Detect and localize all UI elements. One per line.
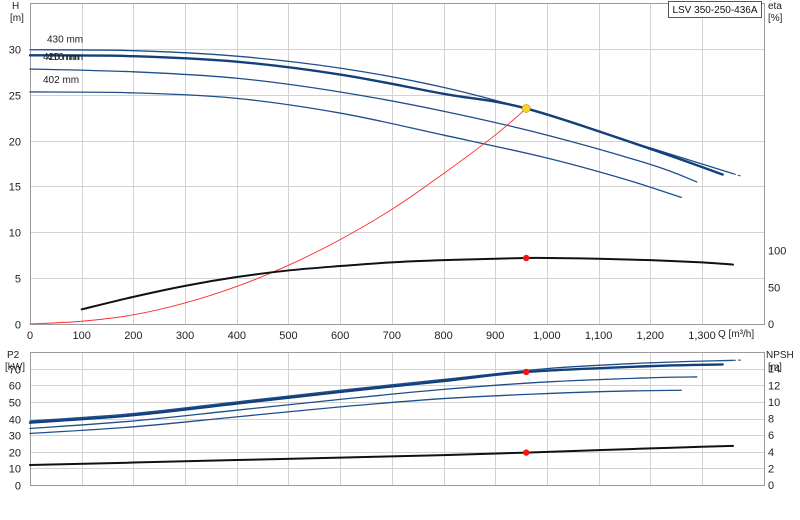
pump-label-box [668, 1, 762, 18]
x-tick-label: 1,300 [688, 330, 716, 342]
eta-axis-label: eta [768, 1, 782, 12]
top-left-tick-label: 30 [9, 45, 21, 57]
duty-point-efficiency [523, 254, 530, 262]
bottom-right-tick-label: 8 [768, 414, 774, 426]
bottom-right-tick-label: 10 [768, 397, 780, 409]
x-tick-label: 400 [228, 330, 246, 342]
bottom-curve-line [29, 389, 682, 435]
duty-point-npsh [523, 449, 530, 456]
bottom-left-tick-label: 0 [15, 481, 21, 493]
bottom-left-tick-label: 20 [9, 448, 21, 460]
top-left-tick-label: 20 [9, 137, 21, 149]
pump-label: LSV 350-250-436A [672, 5, 757, 16]
x-tick-label: 1,100 [585, 330, 613, 342]
bottom-left-tick-label: 60 [9, 381, 21, 393]
bottom-left-tick-label: 50 [9, 398, 21, 410]
top-system-line [29, 108, 527, 325]
bottom-left-tick-label: 30 [9, 431, 21, 443]
top-curve-line [29, 49, 734, 175]
top-plot-frame [30, 3, 765, 325]
bottom-curve-line [28, 363, 724, 424]
x-tick-label: 900 [486, 330, 504, 342]
x-tick-label: 1,200 [637, 330, 665, 342]
top-left-tick-label: 25 [9, 91, 21, 103]
duty-point-head [521, 104, 531, 113]
x-tick-label: 800 [434, 330, 452, 342]
top-left-tick-label: 15 [9, 182, 21, 194]
top-curve-line [28, 54, 724, 176]
x-tick-label: 500 [279, 330, 297, 342]
h-axis-label: H [12, 1, 19, 12]
top-right-tick-label: 0 [768, 319, 774, 331]
x-tick-label: 200 [124, 330, 142, 342]
bottom-right-tick-label: 6 [768, 430, 774, 442]
impeller-size-label: 402 mm [43, 75, 79, 86]
bottom-right-tick-label: 2 [768, 463, 774, 475]
x-tick-label: 600 [331, 330, 349, 342]
top-curve-line [29, 68, 698, 183]
top-left-tick-label: 0 [15, 320, 21, 332]
bottom-grid [30, 352, 765, 486]
bottom-left-tick-label: 40 [9, 415, 21, 427]
eta-axis-unit: [%] [768, 13, 783, 24]
x-tick-label: 700 [383, 330, 401, 342]
top-curve-extension [732, 173, 743, 178]
x-tick-label: 1,000 [533, 330, 561, 342]
bottom-right-tick-label: 0 [768, 480, 774, 492]
bottom-plot-frame [30, 352, 765, 486]
duty-point-power [523, 368, 530, 376]
q-axis-label: Q [m³/h] [718, 329, 754, 340]
bottom-curve-line [29, 359, 734, 422]
npsh-axis-label: NPSH [766, 350, 794, 361]
x-tick-label: 0 [27, 330, 33, 342]
top-right-tick-label: 100 [768, 246, 786, 258]
bottom-left-tick-label: 70 [9, 365, 21, 377]
npsh-axis-unit: [m] [768, 362, 782, 373]
h-axis-unit: [m] [10, 13, 24, 24]
bottom-right-tick-label: 12 [768, 380, 780, 392]
bottom-curve-line [29, 376, 698, 430]
top-curve-line [29, 91, 682, 199]
impeller-size-label: 416 mm [47, 52, 83, 63]
bottom-left-tick-label: 10 [9, 464, 21, 476]
p2-axis-label: P2 [7, 350, 20, 361]
top-efficiency-line [80, 256, 734, 311]
p2-axis-unit: [kW] [5, 362, 25, 373]
top-right-tick-label: 50 [768, 282, 780, 294]
x-tick-label: 300 [176, 330, 194, 342]
bottom-npsh-line [29, 444, 734, 467]
impeller-size-label: 426 mm [43, 52, 79, 63]
top-left-tick-label: 5 [15, 274, 21, 286]
top-left-tick-label: 10 [9, 228, 21, 240]
bottom-right-tick-label: 4 [768, 447, 774, 459]
impeller-size-label: 430 mm [47, 35, 83, 46]
bottom-right-tick-label: 14 [768, 364, 780, 376]
x-tick-label: 100 [73, 330, 91, 342]
